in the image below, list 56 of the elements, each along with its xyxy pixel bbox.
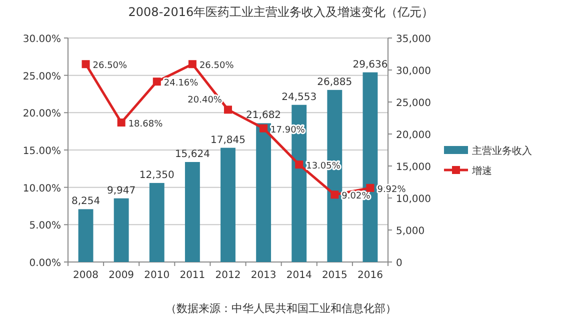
x-tick-label: 2012	[215, 270, 241, 281]
x-tick-label: 2009	[108, 270, 134, 281]
x-tick-label: 2011	[180, 270, 206, 281]
y-tick-label: 0.00%	[29, 258, 61, 269]
y2-tick-label: 20,000	[396, 130, 431, 141]
bar	[114, 198, 129, 262]
point	[330, 190, 339, 199]
data-label: 24,553	[282, 92, 317, 103]
y-tick-label: 25.00%	[22, 71, 61, 82]
y2-tick-label: 30,000	[396, 66, 431, 77]
data-label: 21,682	[246, 110, 282, 122]
x-tick-label: 2015	[322, 270, 348, 281]
bar	[220, 148, 236, 262]
chart-title: 2008-2016年医药工业主营业务收入及增速变化（亿元）	[128, 5, 434, 19]
y2-tick-label: 25,000	[396, 98, 431, 109]
data-label: 26.50%	[92, 61, 128, 72]
point	[224, 106, 232, 114]
x-tick-label: 2010	[144, 270, 170, 281]
data-label: 26.50%	[199, 61, 234, 72]
data-label: 17,845	[210, 134, 246, 146]
bar	[78, 209, 94, 262]
y2-tick-label: 0	[396, 258, 402, 269]
y-tick-label: 10.00%	[22, 183, 61, 194]
y-tick-label: 5.00%	[29, 220, 61, 232]
point	[188, 60, 196, 68]
y-tick-label: 30.00%	[22, 34, 61, 45]
y-tick-label: 20.00%	[22, 108, 61, 120]
point	[295, 160, 304, 169]
data-label: 18.68%	[128, 120, 164, 130]
legend-label: 主营业务收入	[472, 145, 532, 157]
x-tick-label: 2013	[250, 270, 276, 281]
x-tick-label: 2008	[73, 270, 99, 281]
y-tick-label: 15.00%	[22, 146, 61, 157]
data-label: 12,350	[139, 170, 174, 181]
point	[152, 78, 161, 86]
x-tick-label: 2014	[286, 270, 312, 281]
point	[260, 124, 268, 132]
bar	[256, 123, 272, 262]
data-label: 9,947	[107, 185, 136, 196]
point	[82, 60, 90, 68]
point	[117, 118, 126, 127]
y2-tick-label: 15,000	[396, 162, 431, 173]
data-label: 8,254	[71, 196, 100, 208]
y2-tick-label: 5,000	[396, 226, 425, 237]
data-label: 26,885	[317, 76, 352, 88]
data-label: 29,636	[352, 59, 388, 70]
text: （数据来源：中华人民共和国工业和信息化部）	[166, 302, 396, 315]
x-tick-label: 2016	[357, 270, 383, 281]
y2-tick-label: 35,000	[396, 34, 431, 45]
bar	[149, 182, 164, 262]
data-label: 15,624	[174, 149, 210, 160]
bar	[184, 162, 200, 262]
legend-label: 增速	[471, 165, 492, 177]
y2-tick-label: 10,000	[396, 194, 431, 205]
point	[366, 184, 374, 192]
data-label: 24.16%	[164, 78, 199, 89]
